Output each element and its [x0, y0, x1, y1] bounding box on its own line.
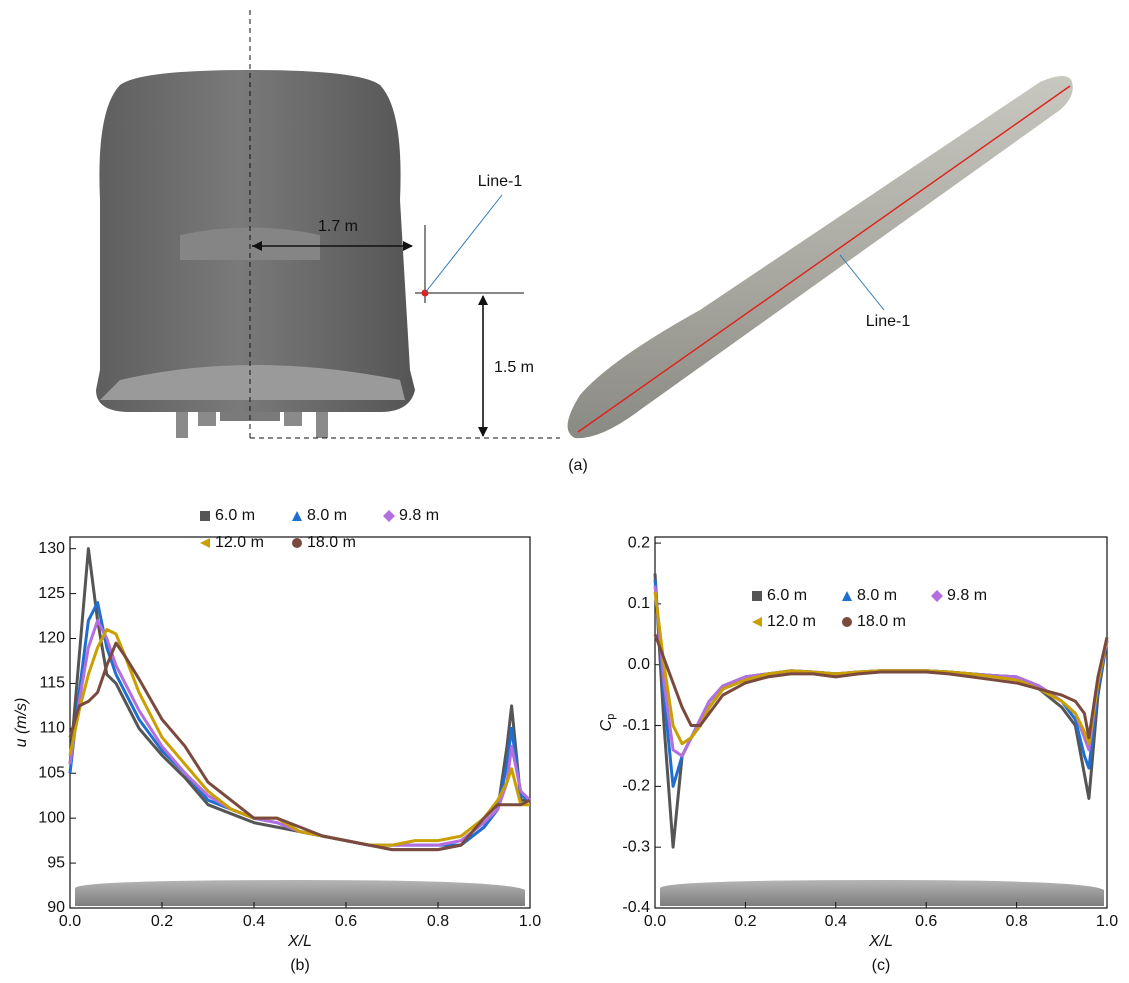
legend-marker [292, 538, 302, 548]
panel-label: (a) [568, 457, 588, 474]
y-tick-label: 125 [38, 585, 65, 602]
y-tick-label: 0.2 [628, 534, 650, 551]
legend-label: 9.8 m [399, 507, 439, 524]
leader [424, 194, 503, 294]
x-axis-label: X/L [868, 933, 893, 950]
dim-height: 1.5 m [494, 359, 534, 376]
legend-marker [292, 511, 302, 521]
line-label: Line-1 [478, 173, 523, 190]
y-tick-label: -0.1 [622, 717, 650, 734]
series-line [68, 641, 531, 852]
legend-label: 12.0 m [767, 613, 816, 630]
x-tick-label: 0.4 [825, 913, 847, 930]
legend-marker [752, 591, 762, 601]
y-tick-label: -0.3 [622, 838, 650, 855]
series-line [68, 547, 530, 852]
y-tick-label: 105 [38, 764, 65, 781]
series-line [653, 591, 1109, 746]
legend-label: 6.0 m [215, 507, 255, 524]
y-tick-label: 0.0 [628, 656, 650, 673]
line-label: Line-1 [866, 313, 911, 330]
y-tick-label: 90 [47, 899, 65, 916]
y-tick-label: 0.1 [628, 595, 650, 612]
legend-label: 18.0 m [307, 534, 356, 551]
legend-label: 6.0 m [767, 587, 807, 604]
legend-marker [842, 591, 852, 601]
series-line [653, 633, 1109, 740]
x-tick-label: 1.0 [519, 913, 541, 930]
y-axis-label: u (m/s) [13, 698, 30, 748]
y-axis-label-main: C [598, 719, 615, 731]
legend-marker [752, 617, 762, 627]
legend-label: 18.0 m [857, 613, 906, 630]
y-axis-label-main: u (m/s) [13, 698, 30, 748]
x-tick-label: 0.0 [644, 913, 666, 930]
series-line [68, 601, 531, 847]
y-axis-label-sub: p [605, 714, 617, 720]
y-tick-label: -0.2 [622, 778, 650, 795]
x-tick-label: 0.8 [1005, 913, 1027, 930]
train-front-view [96, 70, 415, 438]
series-line [68, 619, 532, 847]
train-silhouette [660, 880, 1104, 906]
x-tick-label: 0.2 [151, 913, 173, 930]
legend-marker [931, 590, 943, 602]
legend-marker [842, 617, 852, 627]
y-tick-label: 95 [47, 854, 65, 871]
series-line [653, 579, 1109, 788]
legend-label: 12.0 m [215, 534, 264, 551]
dim-width: 1.7 m [318, 218, 358, 235]
x-axis-label: X/L [287, 933, 312, 950]
y-tick-label: 130 [38, 540, 65, 557]
y-tick-label: 100 [38, 809, 65, 826]
x-tick-label: 0.2 [734, 913, 756, 930]
x-tick-label: 0.6 [915, 913, 937, 930]
legend-label: 9.8 m [947, 587, 987, 604]
y-tick-label: -0.4 [622, 899, 650, 916]
plot-frame [654, 536, 1108, 909]
train-silhouette [75, 880, 525, 906]
plot-frame [69, 536, 531, 909]
legend-label: 8.0 m [857, 587, 897, 604]
series-line [68, 628, 530, 847]
y-tick-label: 115 [39, 675, 65, 692]
x-tick-label: 0.8 [427, 913, 449, 930]
panel-label: (c) [872, 957, 891, 974]
legend-marker [200, 511, 210, 521]
legend-label: 8.0 m [307, 507, 347, 524]
x-tick-label: 0.6 [335, 913, 357, 930]
legend-marker [200, 538, 210, 548]
x-tick-label: 0.0 [59, 913, 81, 930]
x-tick-label: 0.4 [243, 913, 265, 930]
train-side-view [567, 76, 1073, 439]
leader [839, 254, 885, 311]
y-tick-label: 110 [39, 720, 65, 737]
y-tick-label: 120 [38, 630, 65, 647]
panel-label: (b) [290, 957, 310, 974]
x-tick-label: 1.0 [1096, 913, 1118, 930]
y-axis-label: Cp [598, 714, 617, 732]
legend-marker [383, 510, 395, 522]
